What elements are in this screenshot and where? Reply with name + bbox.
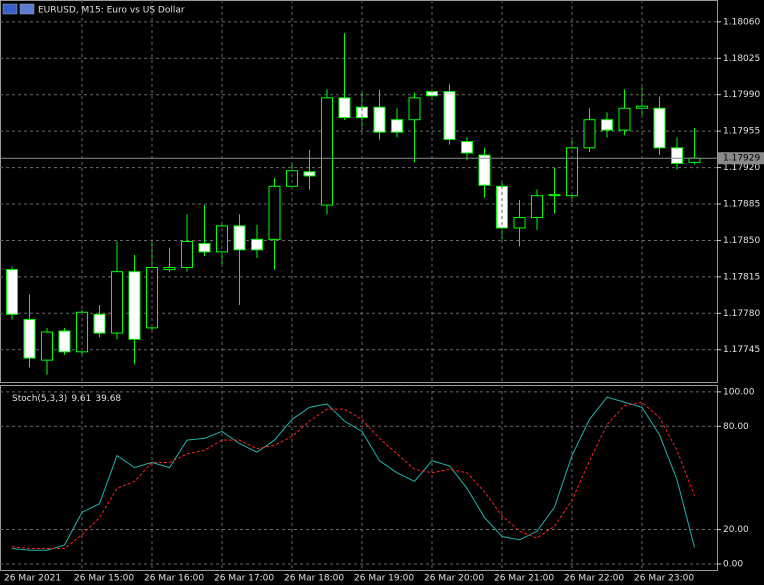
candle-body bbox=[199, 244, 210, 252]
candle-body bbox=[59, 331, 70, 352]
indicator-signal-value: 39.68 bbox=[95, 394, 121, 404]
y-tick-label: 1.18060 bbox=[723, 17, 760, 27]
x-tick-label: 26 Mar 17:00 bbox=[214, 574, 274, 584]
symbol-flag bbox=[20, 4, 34, 14]
candle-body bbox=[602, 120, 613, 130]
x-tick-label: 26 Mar 18:00 bbox=[284, 574, 344, 584]
x-tick-label: 26 Mar 15:00 bbox=[74, 574, 134, 584]
y-tick-label: 1.17815 bbox=[723, 272, 760, 282]
y-tick-label: 1.17780 bbox=[723, 309, 760, 319]
y-tick-label: 1.17850 bbox=[723, 236, 760, 246]
candle-body bbox=[112, 272, 123, 333]
candle-body bbox=[654, 108, 665, 148]
indicator-name: Stoch(5,3,3) bbox=[12, 394, 67, 404]
candle-body bbox=[514, 218, 525, 228]
candle-body bbox=[444, 92, 455, 140]
indicator-main-value: 9.61 bbox=[71, 394, 91, 404]
page: 1.18060 1.18025 1.17990 1.17955 1.17920 1.178… bbox=[0, 0, 764, 585]
window-icon bbox=[3, 4, 17, 14]
candle-body bbox=[479, 155, 490, 185]
y-tick-label: 0.00 bbox=[723, 559, 743, 569]
x-tick-label: 26 Mar 16:00 bbox=[144, 574, 204, 584]
candle-body bbox=[549, 195, 560, 196]
x-tick-label: 26 Mar 22:00 bbox=[564, 574, 624, 584]
y-tick-label: 1.18025 bbox=[723, 54, 760, 64]
y-tick-label: 80.00 bbox=[723, 422, 749, 432]
candle-body bbox=[672, 148, 683, 164]
candle-body bbox=[392, 120, 403, 132]
candle-body bbox=[304, 172, 315, 176]
candle-body bbox=[42, 332, 53, 360]
candle-body bbox=[532, 196, 543, 218]
x-tick-label: 26 Mar 2021 bbox=[4, 574, 61, 584]
candle-body bbox=[182, 241, 193, 267]
candle-body bbox=[269, 186, 280, 239]
x-tick-label: 26 Mar 21:00 bbox=[494, 574, 554, 584]
y-tick-label: 100.00 bbox=[723, 387, 755, 397]
chart-title: EURUSD, M15: Euro vs US Dollar bbox=[38, 6, 185, 16]
candle-body bbox=[374, 107, 385, 132]
terminal-chart: 1.18060 1.18025 1.17990 1.17955 1.17920 1.178… bbox=[0, 0, 764, 585]
candle-body bbox=[7, 270, 18, 315]
candle-body bbox=[619, 108, 630, 130]
candle-body bbox=[637, 106, 648, 108]
candle-body bbox=[287, 171, 298, 187]
candle-body bbox=[322, 98, 333, 205]
candle-body bbox=[252, 239, 263, 249]
x-tick-label: 26 Mar 19:00 bbox=[354, 574, 414, 584]
y-tick-label: 1.17745 bbox=[723, 345, 760, 355]
y-tick-label: 1.17920 bbox=[723, 163, 760, 173]
indicator-label: Stoch(5,3,3) 9.61 39.68 bbox=[12, 394, 121, 404]
candle-body bbox=[234, 226, 245, 250]
y-tick-label: 1.17885 bbox=[723, 200, 760, 210]
candle-body bbox=[94, 314, 105, 333]
candle-body bbox=[339, 98, 350, 118]
y-tick-label: 1.17990 bbox=[723, 90, 760, 100]
candle-body bbox=[584, 120, 595, 148]
candle-body bbox=[24, 320, 35, 359]
x-tick-label: 26 Mar 23:00 bbox=[634, 574, 694, 584]
y-tick-label: 1.17955 bbox=[723, 127, 760, 137]
x-tick-label: 26 Mar 20:00 bbox=[424, 574, 484, 584]
candle-body bbox=[689, 158, 700, 162]
current-price-label: 1.17929 bbox=[723, 154, 760, 164]
candle-body bbox=[409, 98, 420, 120]
candle-body bbox=[462, 142, 473, 153]
candle-body bbox=[164, 268, 175, 270]
candle-body bbox=[129, 272, 140, 340]
y-tick-label: 20.00 bbox=[723, 525, 749, 535]
